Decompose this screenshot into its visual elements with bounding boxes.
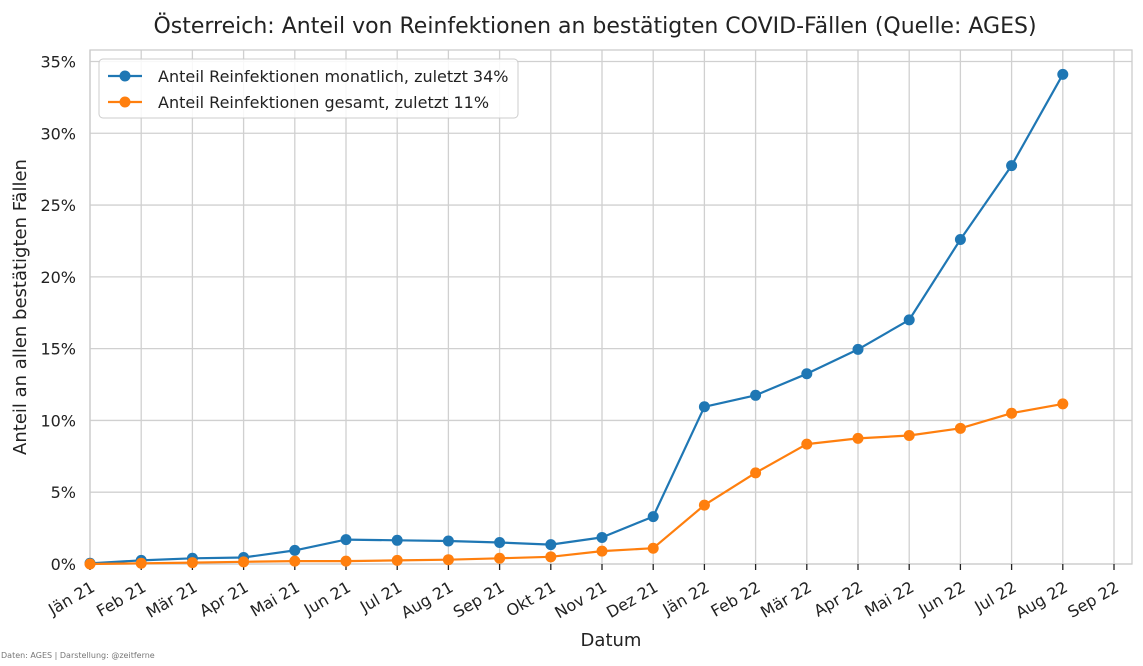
- series-1-point: [954, 234, 966, 246]
- x-tick-label: Sep 21: [450, 577, 508, 621]
- x-tick-label: Nov 21: [551, 577, 610, 622]
- legend-label: Anteil Reinfektionen monatlich, zuletzt …: [158, 67, 508, 86]
- series-2-point: [852, 432, 864, 444]
- series-1-point: [852, 343, 864, 355]
- legend-swatch-marker: [119, 70, 131, 82]
- x-tick-label: Okt 21: [503, 577, 559, 620]
- series-line-1: [89, 73, 1064, 565]
- x-tick-label: Mär 21: [143, 577, 201, 621]
- series-1-point: [494, 536, 506, 548]
- series-2-point: [391, 554, 403, 566]
- series-2-point: [238, 556, 250, 568]
- series-2-point: [186, 557, 198, 569]
- series-2-point: [954, 422, 966, 434]
- y-tick-label: 35%: [40, 52, 76, 71]
- source-credit: Daten: AGES | Darstellung: @zeitferne: [1, 651, 155, 660]
- series-1-point: [545, 539, 557, 551]
- series-1-point: [340, 534, 352, 546]
- grid: [89, 50, 1132, 565]
- x-axis-title: Datum: [581, 630, 642, 651]
- y-axis-title: Anteil an allen bestätigten Fällen: [10, 159, 31, 455]
- legend: Anteil Reinfektionen monatlich, zuletzt …: [98, 58, 519, 119]
- legend-label: Anteil Reinfektionen gesamt, zuletzt 11%: [158, 93, 489, 112]
- plot-frame: [89, 49, 1133, 565]
- legend-box: [98, 58, 519, 119]
- x-tick-label: Jun 22: [914, 577, 968, 619]
- series-line-2: [89, 402, 1063, 566]
- x-tick-label: Jul 21: [356, 577, 405, 616]
- series-layer: [84, 68, 1069, 570]
- series-2-point: [289, 555, 301, 567]
- series-2-point: [442, 554, 454, 566]
- series-2-point: [494, 552, 506, 564]
- x-tick-label: Aug 21: [398, 577, 457, 622]
- series-2-point: [750, 467, 762, 479]
- series-1-point: [391, 534, 403, 546]
- series-1-point: [801, 368, 813, 380]
- y-tick-label: 30%: [40, 124, 76, 143]
- x-tick-label: Feb 22: [708, 577, 764, 620]
- series-1-point: [698, 401, 710, 413]
- x-tick-label: Mai 21: [247, 577, 303, 620]
- x-tick-label: Feb 21: [93, 577, 149, 620]
- x-tick-label: Apr 21: [196, 577, 252, 620]
- y-tick-label: 20%: [40, 268, 76, 287]
- series-2-point: [340, 555, 352, 567]
- series-2-point: [84, 558, 96, 570]
- y-tick-label: 0%: [51, 555, 76, 574]
- series-2-point: [1057, 398, 1069, 410]
- y-tick-label: 10%: [40, 411, 76, 430]
- series-1-point: [289, 544, 301, 556]
- legend-swatch-marker: [119, 96, 131, 108]
- y-tick-label: 25%: [40, 196, 76, 215]
- x-tick-label: Dez 21: [603, 577, 661, 621]
- x-tick-label: Aug 22: [1012, 577, 1071, 622]
- series-1-point: [903, 314, 915, 326]
- series-1-point: [1057, 68, 1069, 80]
- y-tick-label: 5%: [51, 483, 76, 502]
- series-2-point: [1006, 407, 1018, 419]
- x-tick-label: Mär 22: [757, 577, 815, 621]
- x-tick-label: Apr 22: [810, 577, 866, 620]
- series-2-point: [698, 499, 710, 511]
- series-2-point: [596, 545, 608, 557]
- series-2-point: [801, 438, 813, 450]
- chart-title: Österreich: Anteil von Reinfektionen an …: [153, 13, 1036, 39]
- series-2-point: [135, 557, 147, 569]
- y-tick-label: 15%: [40, 340, 76, 359]
- x-tick-label: Jul 22: [970, 577, 1019, 616]
- series-1-point: [442, 535, 454, 547]
- series-2-point: [545, 551, 557, 563]
- series-1-point: [750, 389, 762, 401]
- series-1-point: [596, 531, 608, 543]
- x-tick-label: Sep 22: [1064, 577, 1122, 621]
- x-tick-label: Mai 22: [861, 577, 917, 620]
- x-tick-label: Jän 21: [44, 577, 98, 619]
- x-tick-label: Jän 22: [659, 577, 713, 619]
- series-1-point: [647, 511, 659, 523]
- series-2-point: [903, 430, 915, 441]
- series-1-point: [1006, 160, 1018, 172]
- series-2-point: [647, 542, 659, 554]
- x-tick-label: Jun 21: [300, 577, 354, 619]
